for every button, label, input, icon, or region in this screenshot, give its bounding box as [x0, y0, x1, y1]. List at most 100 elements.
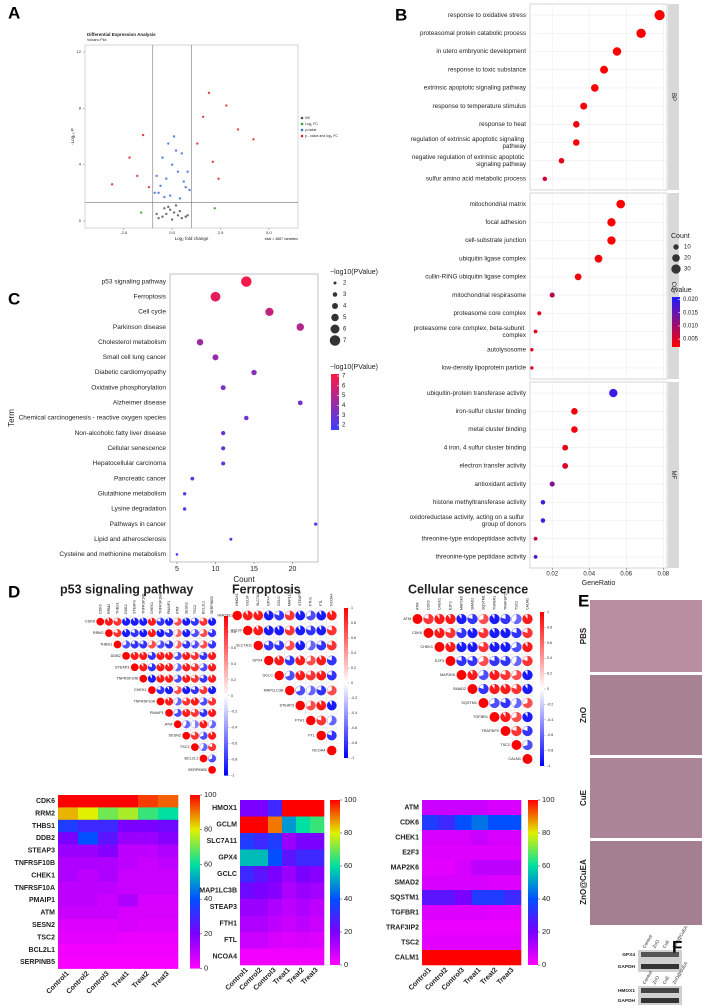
color-tick-label: 40	[344, 894, 352, 903]
panel-title: p53 signaling pathway	[60, 582, 193, 596]
corr-pie	[264, 610, 274, 621]
point	[165, 177, 168, 180]
color-tick-label: -0.6	[351, 726, 357, 730]
heat-cell	[488, 845, 505, 861]
heat-cell	[98, 844, 119, 858]
band	[641, 952, 679, 957]
corr-pie	[522, 740, 533, 750]
heat-cell	[158, 857, 179, 870]
size-legend-label: 3	[343, 292, 347, 298]
row-gene-label: CALM1	[508, 757, 521, 761]
corr-pie	[182, 617, 191, 626]
term-label: Oxidative phosphorylation	[91, 384, 166, 391]
column-gene-label: ATM	[176, 607, 180, 614]
heat-cell	[310, 899, 325, 916]
y-tick-label: 0	[79, 218, 82, 223]
point	[174, 204, 178, 207]
corr-pie	[489, 614, 500, 624]
corr-pie	[182, 629, 191, 637]
color-tick-label: 0	[547, 687, 549, 691]
corr-pie	[467, 642, 478, 652]
panel-label: A	[8, 3, 20, 22]
row-gene-label: SESN2	[169, 734, 181, 738]
facet-label: MF	[670, 471, 676, 480]
gene-label: CDK6	[36, 798, 55, 805]
color-tick-label: -0.4	[351, 711, 357, 715]
dot	[251, 369, 257, 376]
corr-pie	[105, 629, 113, 637]
heat-cell	[158, 894, 179, 907]
heat-cell	[158, 807, 179, 821]
chart-subtitle: Volcano Plot	[87, 38, 106, 42]
row-gene-label: MAP2K6	[440, 673, 455, 677]
point	[167, 205, 170, 209]
heat-cell	[78, 894, 99, 907]
corr-pie	[139, 663, 148, 672]
corr-pie	[274, 625, 284, 636]
heat-cell	[422, 845, 439, 861]
color-tick-label: 0.8	[547, 625, 552, 629]
dot	[297, 400, 303, 406]
heat-cell	[98, 819, 119, 833]
heat-cell	[158, 881, 179, 895]
corr-pie	[478, 642, 489, 652]
corr-pie	[264, 625, 274, 636]
term-label: negative regulation of extrinsic apoptot…	[412, 154, 527, 168]
lane-label: CuE	[662, 975, 671, 985]
corr-pie	[327, 610, 337, 621]
term-label: Pancreatic cancer	[114, 475, 167, 482]
color-tick-label: -1	[547, 764, 550, 768]
color-bar	[672, 297, 680, 347]
corr-pie	[522, 684, 533, 694]
row-gene-label: CHEK1	[420, 645, 433, 649]
heat-cell	[282, 932, 297, 949]
heat-cell	[471, 935, 489, 951]
heat-cell	[296, 948, 311, 966]
size-legend-label: 4	[343, 304, 347, 310]
corr-pie	[500, 656, 511, 666]
corr-pie	[316, 655, 326, 666]
color-tick-label: 100	[344, 795, 357, 804]
corr-pie	[295, 640, 305, 651]
corr-pie	[130, 640, 139, 649]
row-gene-label: TGFBR1	[473, 715, 488, 719]
heat-cell	[118, 906, 139, 920]
heat-cell	[78, 819, 99, 833]
row-gene-label: CDK6	[412, 631, 422, 635]
column-gene-label: TGFBR1	[492, 596, 496, 610]
heat-cell	[422, 875, 439, 891]
x-tick-label: -2.5	[120, 230, 128, 235]
column-gene-label: E2F3	[448, 601, 452, 610]
color-tick-label: 60	[344, 861, 352, 870]
corr-pie	[253, 640, 263, 651]
corr-pie	[201, 743, 208, 751]
corr-pie	[174, 709, 182, 717]
heat-cell	[282, 833, 297, 850]
blot-images	[638, 950, 682, 1005]
dot	[530, 366, 534, 370]
heat-cell	[158, 795, 179, 808]
dot	[549, 481, 555, 487]
term-label: sulfur amino acid metabolic process	[426, 176, 526, 183]
point	[186, 214, 189, 217]
corr-pie	[467, 670, 478, 680]
term-label: Cell cycle	[138, 309, 166, 316]
corr-pie	[316, 685, 326, 696]
heat-cell	[438, 860, 456, 876]
heat-cell	[310, 849, 325, 867]
point	[236, 128, 240, 131]
heat-cell	[158, 869, 179, 883]
corr-pie	[513, 614, 522, 624]
heat-cell	[98, 795, 119, 808]
heat-cell	[98, 943, 119, 957]
heat-cell	[158, 956, 179, 969]
corr-pie	[199, 652, 208, 660]
term-label: ubiquitin-protein transferase activity	[427, 390, 527, 397]
corr-pie	[316, 700, 326, 711]
corr-pie	[243, 610, 253, 621]
heat-cell	[504, 860, 522, 876]
heat-cell	[254, 866, 269, 883]
gene-label: SESN2	[32, 922, 55, 929]
term-label: cullin-RING ubiquitin ligase complex	[425, 274, 527, 281]
legend-swatch	[300, 134, 304, 138]
